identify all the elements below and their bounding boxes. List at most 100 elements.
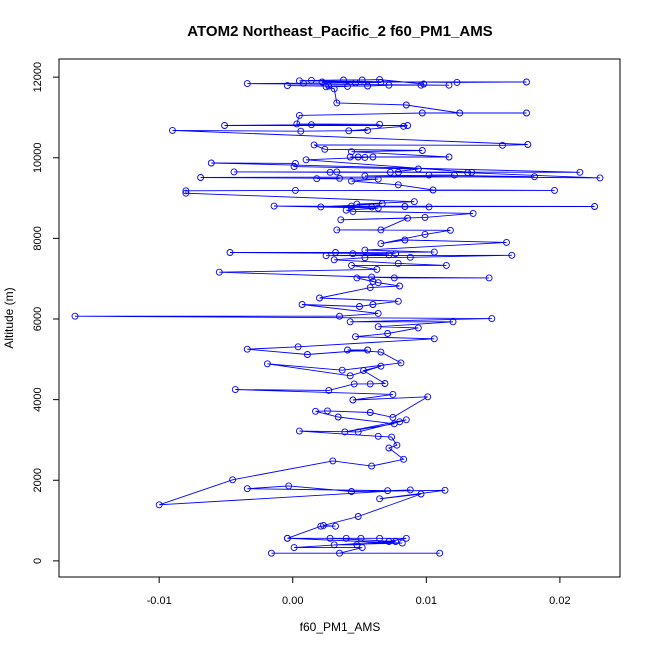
data-point (297, 127, 305, 135)
x-tick-label: -0.01 (147, 595, 172, 607)
series-layer (71, 76, 604, 557)
x-axis: -0.01 0.00 0.01 0.02 (147, 577, 571, 607)
data-point (307, 121, 315, 129)
data-point (348, 261, 355, 269)
data-point (330, 541, 338, 549)
data-point (285, 482, 293, 490)
data-point (325, 386, 333, 394)
data-point (394, 181, 402, 189)
data-point (215, 268, 223, 276)
data-point (283, 82, 291, 90)
x-tick-label: 0.02 (549, 595, 570, 607)
data-point (551, 186, 558, 194)
data-point (591, 203, 599, 210)
data-point (406, 253, 414, 261)
data-point (354, 513, 362, 520)
data-point (353, 541, 361, 549)
data-point (366, 284, 374, 292)
data-point (378, 200, 386, 208)
data-point (420, 80, 428, 88)
data-point (425, 171, 433, 179)
y-tick-label: 8000 (32, 226, 44, 250)
data-point (317, 203, 325, 211)
data-point (325, 82, 333, 90)
data-point (436, 549, 444, 557)
data-point (169, 126, 176, 134)
data-point (349, 396, 357, 404)
data-point (410, 198, 418, 206)
data-point (430, 335, 438, 343)
data-point (346, 153, 354, 161)
data-point (388, 433, 396, 441)
data-point (336, 312, 343, 320)
data-point (374, 175, 382, 183)
data-point (356, 303, 363, 310)
y-axis-label: Altitude (m) (2, 287, 16, 348)
data-point (230, 168, 238, 176)
data-point (295, 111, 303, 119)
data-point (333, 226, 341, 234)
y-tick-label: 4000 (32, 387, 44, 411)
data-point (449, 318, 457, 326)
data-point (155, 501, 163, 509)
data-point (381, 380, 389, 387)
data-point (414, 165, 422, 173)
data-point (221, 122, 229, 129)
data-point (429, 186, 437, 194)
data-point (425, 203, 433, 211)
data-point (366, 409, 374, 416)
data-point (445, 81, 453, 89)
data-point (291, 159, 299, 167)
data-point (369, 278, 377, 285)
data-point (377, 240, 385, 248)
data-point (374, 279, 382, 287)
data-point (464, 169, 472, 177)
data-point (263, 360, 271, 368)
data-point (332, 249, 339, 256)
data-point (321, 145, 329, 153)
data-point (374, 323, 382, 331)
data-point (283, 534, 291, 542)
data-point (369, 301, 377, 308)
data-point (424, 393, 432, 401)
data-point (243, 345, 251, 353)
data-point (353, 274, 361, 282)
data-point (398, 539, 406, 547)
data-point (531, 173, 538, 181)
data-point (402, 101, 410, 109)
data-point (404, 122, 412, 129)
data-point (71, 312, 79, 320)
data-point (396, 282, 404, 290)
data-point (453, 78, 461, 86)
data-point (421, 213, 429, 221)
data-point (302, 156, 310, 164)
x-tick-label: 0.00 (282, 595, 303, 607)
data-point (316, 294, 323, 302)
data-point (341, 428, 349, 436)
data-point (401, 236, 409, 244)
data-point (364, 346, 372, 354)
data-point (298, 301, 306, 308)
data-point (377, 362, 385, 370)
data-point (368, 203, 376, 211)
data-point (508, 251, 516, 259)
data-point (374, 204, 382, 212)
y-tick-label: 0 (32, 558, 44, 564)
y-tick-label: 2000 (32, 468, 44, 492)
data-point (445, 153, 453, 161)
data-point (348, 148, 355, 156)
x-axis-label: f60_PM1_AMS (300, 620, 381, 634)
data-point (394, 297, 402, 305)
data-point (352, 79, 359, 87)
data-point (368, 462, 376, 470)
data-point (361, 172, 369, 180)
data-point (442, 261, 450, 269)
data-point (418, 147, 426, 154)
data-point (291, 186, 299, 194)
data-point (393, 441, 401, 449)
data-point (336, 549, 343, 557)
data-point (358, 544, 366, 552)
y-tick-label: 10000 (32, 142, 44, 173)
data-point (390, 420, 398, 428)
